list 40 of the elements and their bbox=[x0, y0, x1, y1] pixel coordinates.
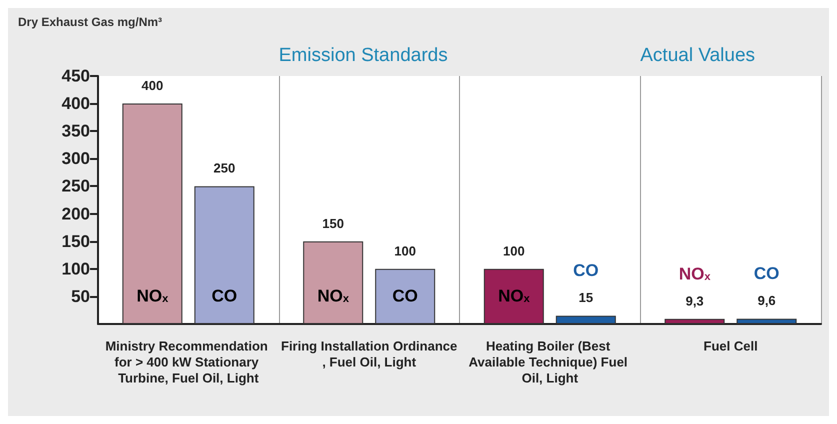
bar bbox=[194, 186, 254, 324]
x-tick-label: Fuel Cell bbox=[704, 338, 758, 354]
data-label: 250 bbox=[214, 160, 236, 176]
data-label: 400 bbox=[142, 78, 164, 94]
text: NOx bbox=[136, 286, 168, 306]
series-label: NOx bbox=[498, 286, 531, 306]
text: CO bbox=[573, 261, 599, 280]
x-tick-label: Ministry Recommendation for > 400 kW Stationary Turbine, Fuel Oil, Light bbox=[105, 338, 272, 386]
y-tick-label: 250 bbox=[62, 176, 90, 196]
bar bbox=[303, 241, 364, 324]
data-label: 150 bbox=[322, 216, 344, 231]
y-axis-title: Dry Exhaust Gas mg/Nm³ bbox=[18, 15, 162, 29]
data-label: 15 bbox=[578, 290, 594, 306]
y-tick-label: 350 bbox=[62, 122, 90, 141]
text: NOx bbox=[678, 264, 710, 284]
data-label: 100 bbox=[394, 243, 416, 258]
y-tick-label: 200 bbox=[62, 204, 90, 224]
y-tick-label: 400 bbox=[62, 94, 90, 114]
data-label: 100 bbox=[503, 243, 525, 258]
bar bbox=[122, 104, 182, 324]
text: CO bbox=[392, 286, 418, 306]
bar bbox=[664, 318, 725, 324]
x-tick-label: Heating Boiler (Best Available Technique) Fuel Oil, Light bbox=[468, 338, 632, 386]
text: Actual Values bbox=[640, 45, 756, 66]
text: Emission Standards bbox=[278, 45, 448, 66]
text: NOx bbox=[317, 286, 349, 306]
y-tick-label: 150 bbox=[62, 232, 90, 251]
series-label: CO bbox=[212, 286, 238, 306]
data-label: 9,6 bbox=[758, 293, 776, 308]
x-tick-label: Firing Installation Ordinance, Fuel Oil, Light bbox=[281, 338, 458, 370]
data-label: 9,3 bbox=[686, 293, 704, 308]
y-tick-label: 100 bbox=[62, 259, 90, 278]
bar bbox=[375, 268, 436, 324]
bar bbox=[736, 318, 797, 324]
y-tick-label: 450 bbox=[62, 66, 90, 86]
text: CO bbox=[754, 264, 780, 284]
bar bbox=[484, 268, 544, 324]
y-tick-label: 300 bbox=[62, 149, 90, 168]
y-tick-label: 50 bbox=[71, 286, 90, 306]
bar bbox=[556, 316, 616, 324]
